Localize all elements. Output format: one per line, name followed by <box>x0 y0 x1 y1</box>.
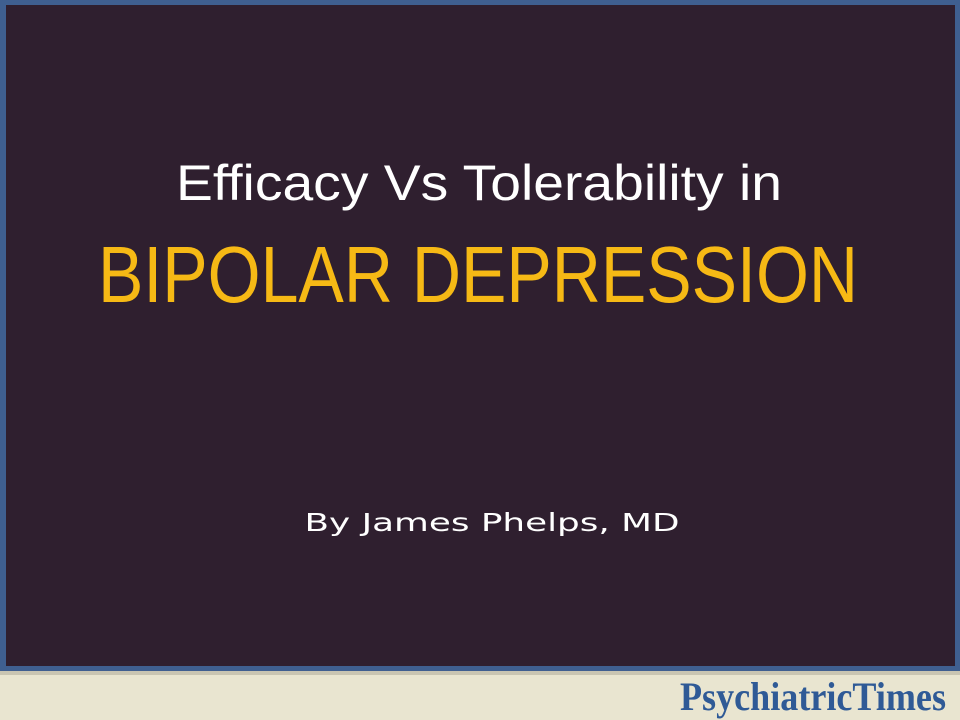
frame-shadow <box>0 671 960 675</box>
slide-subtitle: BIPOLAR DEPRESSION <box>98 230 858 319</box>
slide-panel <box>6 5 955 666</box>
slide-author: By James Phelps, MD <box>305 508 680 537</box>
footer-logo: PsychiatricTimes <box>680 674 946 719</box>
slide-title: Efficacy Vs Tolerability in <box>176 155 782 211</box>
